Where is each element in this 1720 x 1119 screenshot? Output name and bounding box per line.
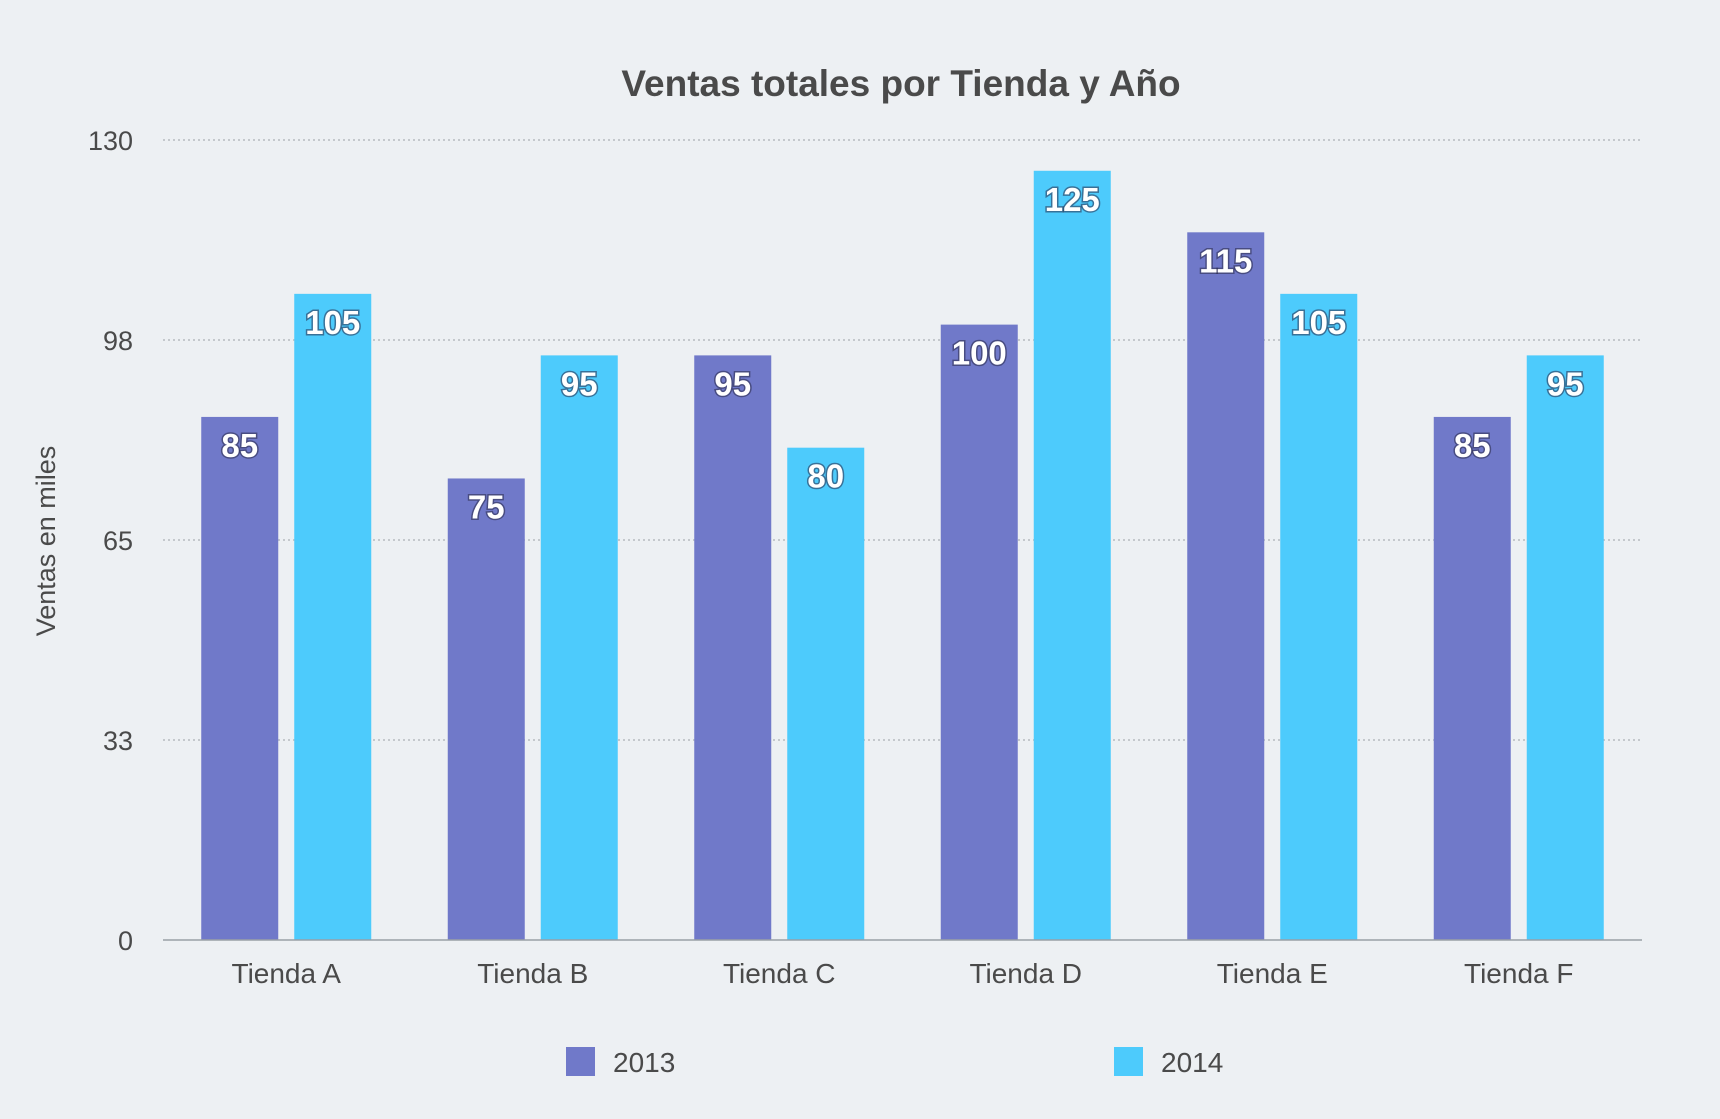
bar-2014-0: [294, 293, 372, 940]
data-label: 115: [1199, 242, 1252, 279]
bar-2013-2: [694, 355, 772, 940]
x-category-label: Tienda D: [969, 958, 1082, 989]
legend-label: 2013: [613, 1047, 675, 1078]
data-label: 95: [561, 365, 598, 402]
bar-2014-5: [1526, 355, 1604, 940]
y-tick-label: 130: [88, 126, 133, 156]
legend-label: 2014: [1161, 1047, 1223, 1078]
bar-2013-3: [940, 324, 1018, 941]
legend-swatch: [566, 1047, 595, 1076]
x-category-label: Tienda B: [477, 958, 588, 989]
data-label: 100: [952, 335, 1007, 372]
data-label: 85: [221, 427, 258, 464]
data-label: 95: [1547, 365, 1584, 402]
y-tick-label: 33: [103, 726, 133, 756]
data-label: 125: [1045, 181, 1100, 218]
bar-2013-4: [1187, 232, 1265, 941]
data-label: 105: [305, 304, 360, 341]
bar-2013-1: [447, 478, 525, 940]
bar-2014-2: [787, 447, 865, 940]
data-label: 85: [1454, 427, 1491, 464]
legend-swatch: [1114, 1047, 1143, 1076]
x-category-label: Tienda F: [1464, 958, 1573, 989]
chart-title: Ventas totales por Tienda y Año: [621, 63, 1180, 104]
y-tick-label: 65: [103, 526, 133, 556]
bar-2013-0: [201, 416, 279, 940]
x-axis-categories: Tienda A Tienda B Tienda C Tienda D Tienda E…: [232, 958, 1574, 989]
x-category-label: Tienda A: [232, 958, 342, 989]
x-category-label: Tienda C: [723, 958, 836, 989]
y-tick-label: 98: [103, 326, 133, 356]
y-axis-ticks: 0 33 65 98 130: [88, 126, 133, 956]
data-label: 75: [468, 488, 505, 525]
legend: 2013 2014: [566, 1047, 1223, 1078]
y-axis-label: Ventas en miles: [31, 446, 61, 637]
y-tick-label: 0: [118, 926, 133, 956]
grid-lines: [163, 139, 1642, 741]
bar-2014-3: [1033, 170, 1111, 940]
data-label: 80: [807, 458, 844, 495]
bar-2013-5: [1433, 416, 1511, 940]
data-label: 105: [1291, 304, 1346, 341]
bars: 85 105 75 95 95 80 100 125 115 105 85 95: [201, 170, 1604, 941]
x-category-label: Tienda E: [1217, 958, 1328, 989]
data-label: 95: [714, 365, 751, 402]
bar-2014-1: [540, 355, 618, 940]
bar-2014-4: [1280, 293, 1358, 940]
